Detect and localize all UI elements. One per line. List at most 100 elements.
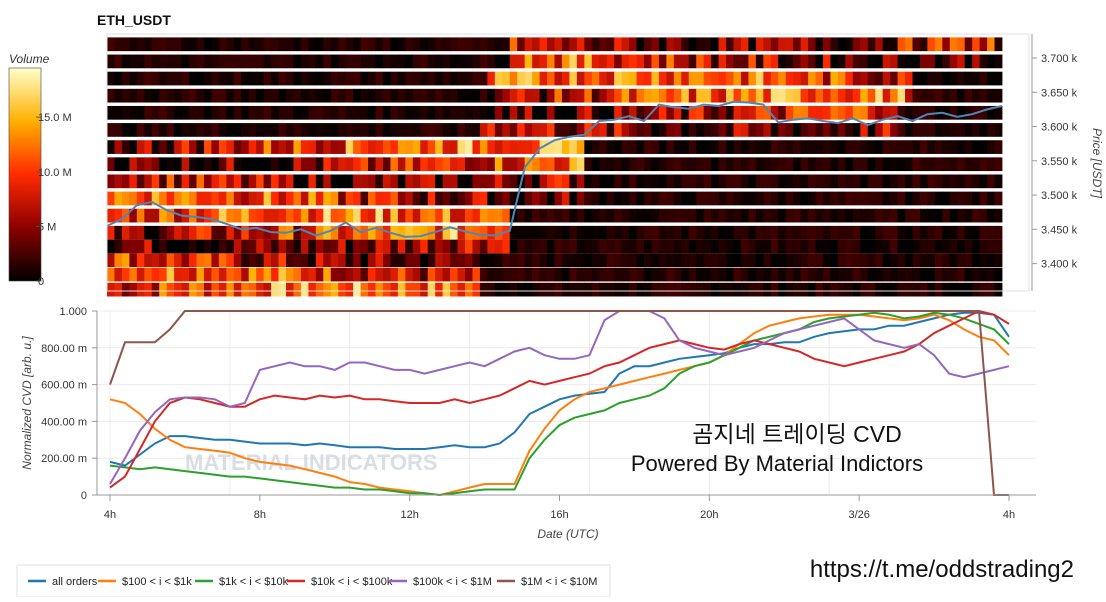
heatmap-cell — [644, 157, 652, 172]
heatmap-cell — [942, 88, 951, 103]
heatmap-cell — [882, 174, 891, 189]
heatmap-cell — [934, 123, 943, 137]
heatmap-cell — [144, 208, 153, 223]
heatmap-cell — [397, 88, 406, 103]
heatmap-cell — [226, 267, 235, 282]
heatmap-cell — [919, 54, 928, 69]
heatmap-cell — [561, 37, 570, 52]
legend-item-label[interactable]: $100 < i < $1k — [122, 576, 192, 588]
heatmap-cell — [479, 225, 488, 240]
heatmap-cell — [166, 267, 175, 282]
legend-item-label[interactable]: $1k < i < $10k — [219, 576, 289, 588]
footer-link[interactable]: https://t.me/oddstrading2 — [810, 556, 1074, 583]
heatmap-y-axis-label: Price [USDT] — [1090, 128, 1104, 199]
heatmap-cell — [509, 282, 518, 297]
heatmap-cell — [629, 157, 637, 172]
heatmap-cell — [711, 140, 719, 154]
heatmap-cell — [136, 157, 145, 172]
heatmap-cell — [151, 123, 160, 137]
heatmap-cell — [726, 105, 734, 120]
heatmap-cell — [584, 140, 593, 154]
heatmap-cell — [882, 282, 891, 297]
heatmap-cell — [755, 253, 764, 268]
heatmap-cell — [569, 140, 578, 154]
heatmap-cell — [808, 174, 816, 189]
legend: all orders $100 < i < $1k $1k < i < $10k $1… — [28, 576, 597, 588]
heatmap-cell — [942, 105, 951, 120]
heatmap-cell — [912, 191, 921, 206]
heatmap-cell — [852, 225, 861, 240]
heatmap-cell — [256, 105, 265, 120]
heatmap-cell — [189, 239, 197, 254]
legend-item-label[interactable]: $1M < i < $10M — [521, 576, 597, 588]
heatmap-cell — [286, 54, 294, 69]
heatmap-cell — [502, 239, 511, 254]
heatmap-cell — [733, 105, 742, 120]
heatmap-cell — [293, 239, 302, 254]
legend-item-label[interactable]: $100k < i < $1M — [413, 576, 492, 588]
heatmap-cell — [144, 54, 153, 69]
heatmap-cell — [636, 123, 645, 137]
heatmap-cell — [964, 37, 973, 52]
heatmap-cell — [651, 54, 660, 69]
heatmap-cell — [539, 157, 548, 172]
heatmap-cell — [547, 54, 555, 69]
heatmap-cell — [114, 191, 123, 206]
heatmap-cell — [852, 123, 861, 137]
legend-item-label[interactable]: $10k < i < $100k — [311, 576, 393, 588]
heatmap-cell — [181, 88, 190, 103]
heatmap-cell — [129, 239, 138, 254]
heatmap-cell — [703, 71, 712, 86]
heatmap-cell — [875, 71, 884, 86]
heatmap-cell — [837, 191, 846, 206]
heatmap-cell — [420, 267, 429, 282]
heatmap-cell — [181, 239, 190, 254]
heatmap-cell — [890, 71, 898, 86]
heatmap-cell — [181, 225, 190, 240]
heatmap-cell — [144, 105, 153, 120]
heatmap-cell — [323, 267, 332, 282]
heatmap-cell — [666, 208, 675, 223]
heatmap-cell — [300, 140, 309, 154]
heatmap-cell — [450, 88, 458, 103]
heatmap-cell — [226, 174, 235, 189]
heatmap-cell — [569, 88, 578, 103]
heatmap-cell — [949, 71, 958, 86]
heatmap-cell — [718, 54, 727, 69]
heatmap-cell — [308, 267, 317, 282]
heatmap-cell — [263, 282, 272, 297]
heatmap-cell — [703, 105, 712, 120]
heatmap-cell — [487, 123, 496, 137]
heatmap-cell — [241, 253, 250, 268]
heatmap-cell — [390, 225, 399, 240]
heatmap-cell — [919, 208, 928, 223]
heatmap-cell — [584, 239, 593, 254]
heatmap-cell — [621, 174, 630, 189]
heatmap-cell — [823, 71, 831, 86]
heatmap-cell — [472, 225, 481, 240]
heatmap-cell — [427, 191, 436, 206]
heatmap-cell — [286, 37, 294, 52]
heatmap-cell — [248, 282, 257, 297]
heatmap-cell — [897, 54, 906, 69]
heatmap-cell — [360, 225, 369, 240]
heatmap-cell — [934, 140, 943, 154]
heatmap-cell — [778, 157, 787, 172]
heatmap-cell — [189, 123, 197, 137]
heatmap-cell — [211, 253, 220, 268]
heatmap-cell — [472, 140, 481, 154]
heatmap-cell — [815, 174, 824, 189]
legend-item-label[interactable]: all orders — [52, 576, 98, 588]
heatmap-cell — [979, 282, 988, 297]
heatmap-cell — [718, 157, 727, 172]
heatmap-cell — [696, 123, 705, 137]
heatmap-cell — [271, 208, 279, 223]
heatmap-cell — [733, 88, 742, 103]
heatmap-cell — [159, 37, 168, 52]
heatmap-cell — [599, 71, 608, 86]
heatmap-cell — [793, 239, 802, 254]
heatmap-cell — [614, 88, 623, 103]
heatmap-cell — [666, 191, 675, 206]
heatmap-cell — [315, 208, 324, 223]
heatmap-cell — [621, 225, 630, 240]
